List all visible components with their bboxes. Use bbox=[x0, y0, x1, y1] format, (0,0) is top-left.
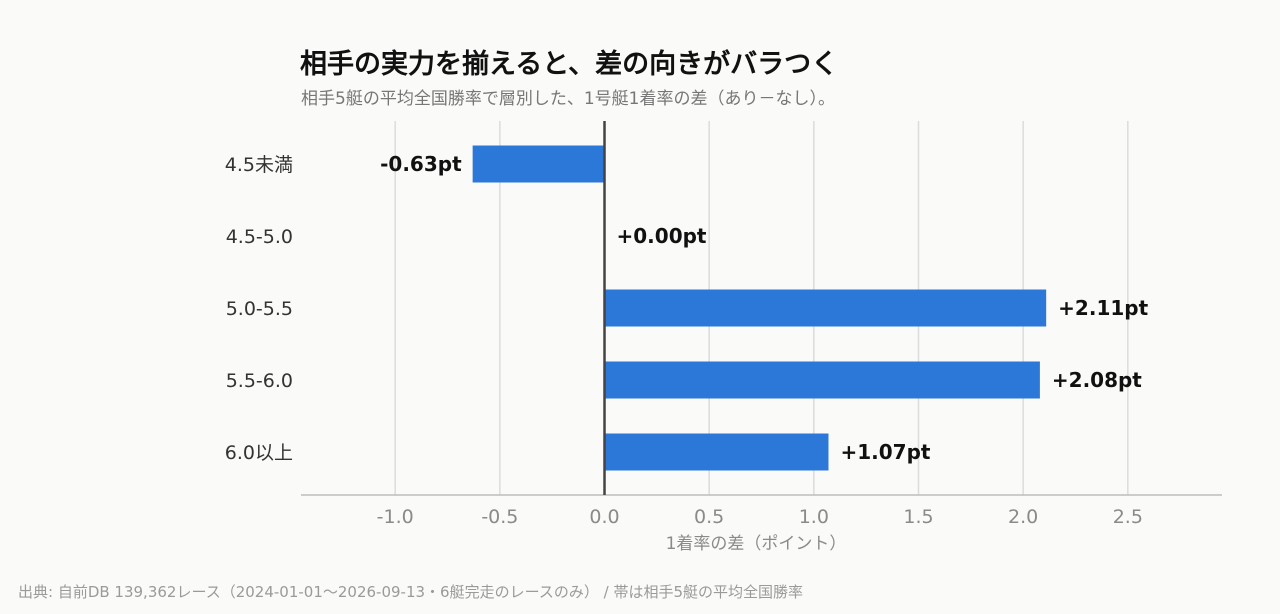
data-label: +2.11pt bbox=[1058, 296, 1148, 320]
x-tick-label: 0.5 bbox=[694, 506, 724, 528]
chart-title: 相手の実力を揃えると、差の向きがバラつく bbox=[300, 48, 838, 80]
x-tick-label: 2.5 bbox=[1113, 506, 1143, 528]
category-label: 4.5未満 bbox=[225, 154, 293, 176]
source-note: 出典: 自前DB 139,362レース（2024-01-01〜2026-09-1… bbox=[18, 583, 803, 601]
bar bbox=[604, 289, 1047, 327]
category-label: 6.0以上 bbox=[225, 442, 293, 464]
data-label: +1.07pt bbox=[840, 440, 930, 464]
bar bbox=[604, 433, 829, 471]
chart-subtitle: 相手5艇の平均全国勝率で層別した、1号艇1着率の差（あり－なし）。 bbox=[301, 89, 835, 109]
bar bbox=[472, 145, 605, 183]
data-labels: -0.63pt +0.00pt +2.11pt +2.08pt +1.07pt bbox=[380, 152, 1148, 464]
x-tick-label: 1.5 bbox=[903, 506, 933, 528]
x-tick-label: -0.5 bbox=[481, 506, 518, 528]
data-label: -0.63pt bbox=[380, 152, 462, 176]
category-label: 4.5-5.0 bbox=[226, 226, 293, 248]
x-tick-label: 0.0 bbox=[589, 506, 619, 528]
bar bbox=[604, 361, 1040, 399]
x-tick-label: -1.0 bbox=[377, 506, 414, 528]
x-tick-label: 2.0 bbox=[1008, 506, 1038, 528]
data-label: +0.00pt bbox=[617, 224, 707, 248]
category-label: 5.0-5.5 bbox=[226, 298, 293, 320]
category-label: 5.5-6.0 bbox=[226, 370, 293, 392]
x-tick-label: 1.0 bbox=[799, 506, 829, 528]
x-axis: -1.0 -0.5 0.0 0.5 1.0 1.5 2.0 2.5 bbox=[301, 121, 1222, 528]
x-axis-title: 1着率の差（ポイント） bbox=[666, 534, 847, 554]
bars bbox=[472, 145, 1047, 471]
category-labels: 4.5未満 4.5-5.0 5.0-5.5 5.5-6.0 6.0以上 bbox=[225, 154, 293, 464]
data-label: +2.08pt bbox=[1052, 368, 1142, 392]
